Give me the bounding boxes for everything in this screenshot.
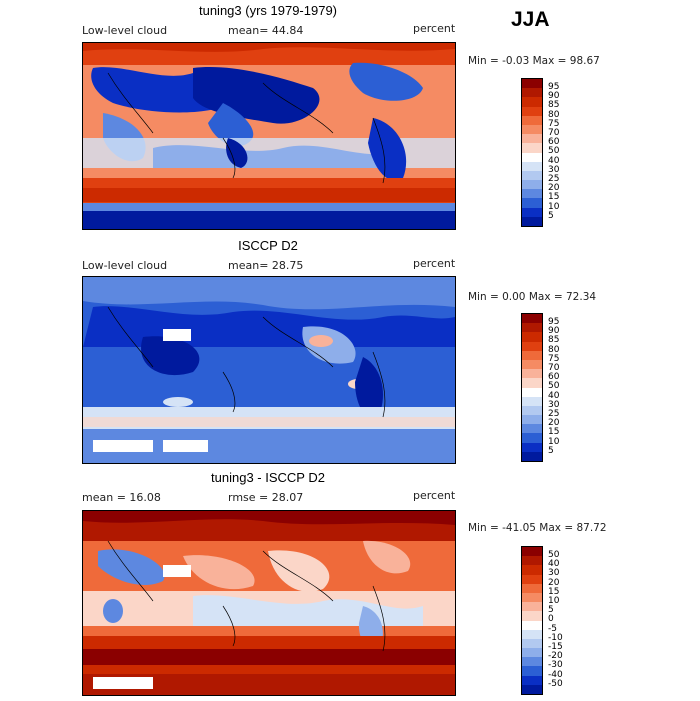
panel3-map [82,510,456,696]
panel3-minmax: Min = -41.05 Max = 87.72 [468,522,607,534]
tick-label: 10 [548,436,560,447]
panel2-variable-label: Low-level cloud [82,259,168,272]
panel2-colorbar [521,313,543,462]
panel1-variable-label: Low-level cloud [82,24,168,37]
panel1-minmax: Min = -0.03 Max = 98.67 [468,55,600,67]
tick-label: 70 [548,363,560,373]
tick-label: -15 [548,642,563,652]
panel3-colorbar-ticks: 50 40 30 20 15 10 5 0 -5 -10 -15 -20 -30… [548,551,578,701]
tick-label: 10 [548,201,560,212]
tick-label: 20 [548,577,560,588]
tick-label: -10 [548,632,563,643]
panel2-mean: mean= 28.75 [228,259,304,272]
tick-label: 30 [548,399,560,410]
panel1-colorbar [521,78,543,227]
tick-label: 80 [548,109,560,120]
tick-label: 20 [548,418,560,429]
tick-label: -20 [548,651,563,662]
tick-label: 85 [548,100,560,111]
tick-label: 75 [548,353,560,364]
season-label: JJA [511,8,550,31]
tick-label: 40 [548,390,560,401]
tick-label: 95 [548,317,560,327]
panel2-colorbar-ticks: 95 90 85 80 75 70 60 50 40 30 25 20 15 1… [548,318,578,468]
tick-label: 50 [548,381,560,392]
tick-label: 25 [548,409,560,419]
tick-label: 60 [548,372,560,383]
panel1-colorbar-ticks: 95 90 85 80 75 70 60 50 40 30 25 20 15 1… [548,83,578,233]
tick-label: 5 [548,445,554,456]
tick-label: 90 [548,326,560,337]
tick-label: 20 [548,183,560,194]
panel3-colorbar [521,546,543,695]
tick-label: 60 [548,137,560,148]
tick-label: 95 [548,82,560,92]
tick-label: 15 [548,586,560,597]
panel3-mean: mean = 16.08 [82,491,161,504]
panel2-minmax: Min = 0.00 Max = 72.34 [468,291,597,303]
panel3-units: percent [413,489,456,502]
tick-label: 85 [548,335,560,346]
panel2-map [82,276,456,464]
tick-label: -30 [548,660,563,671]
tick-label: 40 [548,559,560,570]
tick-label: 15 [548,192,560,203]
panel2-units: percent [413,257,456,270]
tick-label: 10 [548,596,560,606]
panel2-title: ISCCP D2 [238,238,298,253]
tick-label: -50 [548,678,563,689]
tick-label: 25 [548,174,560,184]
tick-label: 30 [548,568,560,579]
tick-label: -40 [548,669,563,680]
tick-label: 50 [548,146,560,157]
tick-label: 5 [548,605,554,616]
tick-label: 75 [548,118,560,129]
tick-label: 70 [548,128,560,138]
tick-label: 40 [548,155,560,166]
tick-label: 0 [548,614,554,625]
panel3-title: tuning3 - ISCCP D2 [211,470,325,485]
tick-label: 50 [548,550,560,560]
tick-label: 15 [548,427,560,438]
tick-label: -5 [548,623,557,634]
panel1-map [82,42,456,230]
tick-label: 80 [548,344,560,355]
panel1-mean: mean= 44.84 [228,24,304,37]
panel3-rmse: rmse = 28.07 [228,491,304,504]
tick-label: 30 [548,164,560,175]
panel1-units: percent [413,22,456,35]
tick-label: 90 [548,91,560,102]
panel1-title: tuning3 (yrs 1979-1979) [198,3,338,18]
tick-label: 5 [548,210,554,221]
